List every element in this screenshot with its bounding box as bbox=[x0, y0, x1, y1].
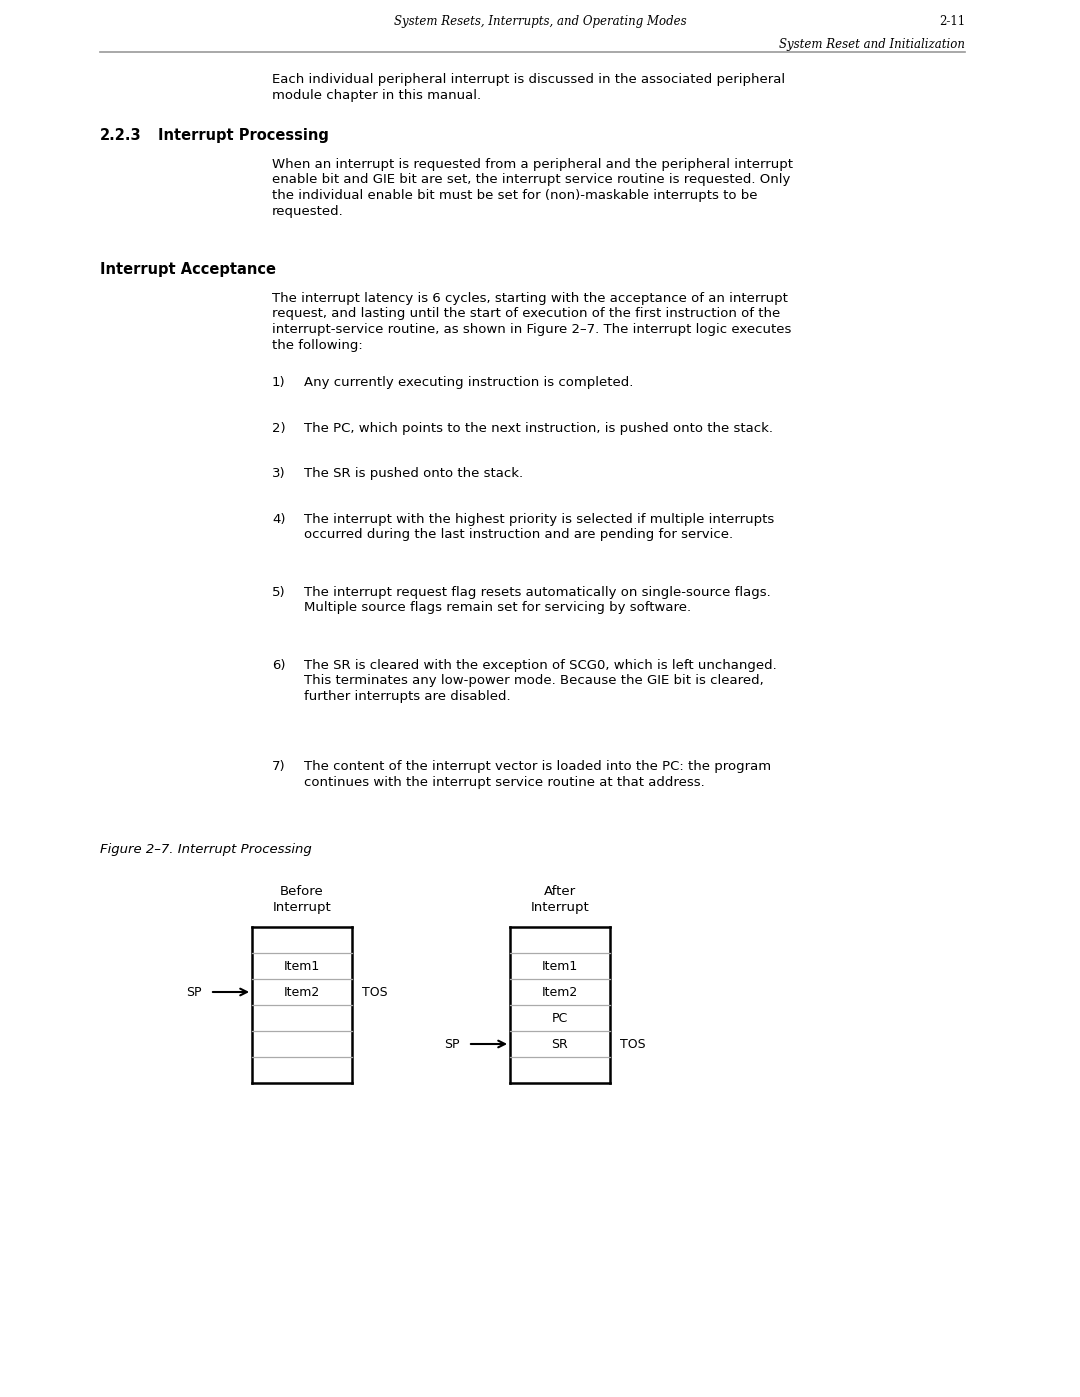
Text: Item2: Item2 bbox=[542, 985, 578, 999]
Text: TOS: TOS bbox=[620, 1038, 646, 1051]
Text: continues with the interrupt service routine at that address.: continues with the interrupt service rou… bbox=[303, 775, 705, 788]
Text: Before: Before bbox=[280, 886, 324, 898]
Text: enable bit and GIE bit are set, the interrupt service routine is requested. Only: enable bit and GIE bit are set, the inte… bbox=[272, 173, 791, 187]
Text: SP: SP bbox=[445, 1038, 460, 1051]
Text: Interrupt Acceptance: Interrupt Acceptance bbox=[100, 263, 276, 277]
Text: The PC, which points to the next instruction, is pushed onto the stack.: The PC, which points to the next instruc… bbox=[303, 422, 773, 434]
Text: The interrupt request flag resets automatically on single-source flags.: The interrupt request flag resets automa… bbox=[303, 585, 771, 598]
Text: interrupt-service routine, as shown in Figure 2–7. The interrupt logic executes: interrupt-service routine, as shown in F… bbox=[272, 323, 792, 337]
Text: module chapter in this manual.: module chapter in this manual. bbox=[272, 88, 481, 102]
Text: 2.2.3: 2.2.3 bbox=[100, 129, 141, 142]
Text: The SR is cleared with the exception of SCG0, which is left unchanged.: The SR is cleared with the exception of … bbox=[303, 658, 777, 672]
Text: PC: PC bbox=[552, 1011, 568, 1024]
Text: SP: SP bbox=[187, 985, 202, 999]
Text: After: After bbox=[544, 886, 576, 898]
Text: This terminates any low-power mode. Because the GIE bit is cleared,: This terminates any low-power mode. Beca… bbox=[303, 673, 764, 687]
Text: further interrupts are disabled.: further interrupts are disabled. bbox=[303, 690, 511, 703]
Text: the following:: the following: bbox=[272, 338, 363, 352]
Text: Interrupt Processing: Interrupt Processing bbox=[158, 129, 329, 142]
Text: 4): 4) bbox=[272, 513, 285, 525]
Text: The content of the interrupt vector is loaded into the PC: the program: The content of the interrupt vector is l… bbox=[303, 760, 771, 773]
Text: 2-11: 2-11 bbox=[939, 15, 966, 28]
Text: 2): 2) bbox=[272, 422, 285, 434]
Text: 3): 3) bbox=[272, 467, 285, 481]
Text: 7): 7) bbox=[272, 760, 285, 773]
Text: Multiple source flags remain set for servicing by software.: Multiple source flags remain set for ser… bbox=[303, 601, 691, 615]
Text: Interrupt: Interrupt bbox=[530, 901, 590, 914]
Text: 5): 5) bbox=[272, 585, 285, 598]
Text: Figure 2–7. Interrupt Processing: Figure 2–7. Interrupt Processing bbox=[100, 842, 312, 856]
Text: occurred during the last instruction and are pending for service.: occurred during the last instruction and… bbox=[303, 528, 733, 541]
Text: 6): 6) bbox=[272, 658, 285, 672]
Text: the individual enable bit must be set for (non)-maskable interrupts to be: the individual enable bit must be set fo… bbox=[272, 189, 757, 203]
Text: SR: SR bbox=[552, 1038, 568, 1051]
Text: System Resets, Interrupts, and Operating Modes: System Resets, Interrupts, and Operating… bbox=[394, 15, 686, 28]
Text: requested.: requested. bbox=[272, 204, 343, 218]
Text: Interrupt: Interrupt bbox=[272, 901, 332, 914]
Text: The interrupt latency is 6 cycles, starting with the acceptance of an interrupt: The interrupt latency is 6 cycles, start… bbox=[272, 292, 788, 305]
Text: The SR is pushed onto the stack.: The SR is pushed onto the stack. bbox=[303, 467, 523, 481]
Text: Item2: Item2 bbox=[284, 985, 320, 999]
Text: When an interrupt is requested from a peripheral and the peripheral interrupt: When an interrupt is requested from a pe… bbox=[272, 158, 793, 170]
Text: Item1: Item1 bbox=[542, 960, 578, 972]
Text: Item1: Item1 bbox=[284, 960, 320, 972]
Text: Each individual peripheral interrupt is discussed in the associated peripheral: Each individual peripheral interrupt is … bbox=[272, 73, 785, 87]
Text: Any currently executing instruction is completed.: Any currently executing instruction is c… bbox=[303, 376, 633, 388]
Text: System Reset and Initialization: System Reset and Initialization bbox=[779, 38, 966, 52]
Text: request, and lasting until the start of execution of the first instruction of th: request, and lasting until the start of … bbox=[272, 307, 780, 320]
Text: The interrupt with the highest priority is selected if multiple interrupts: The interrupt with the highest priority … bbox=[303, 513, 774, 525]
Text: 1): 1) bbox=[272, 376, 285, 388]
Text: TOS: TOS bbox=[362, 985, 388, 999]
